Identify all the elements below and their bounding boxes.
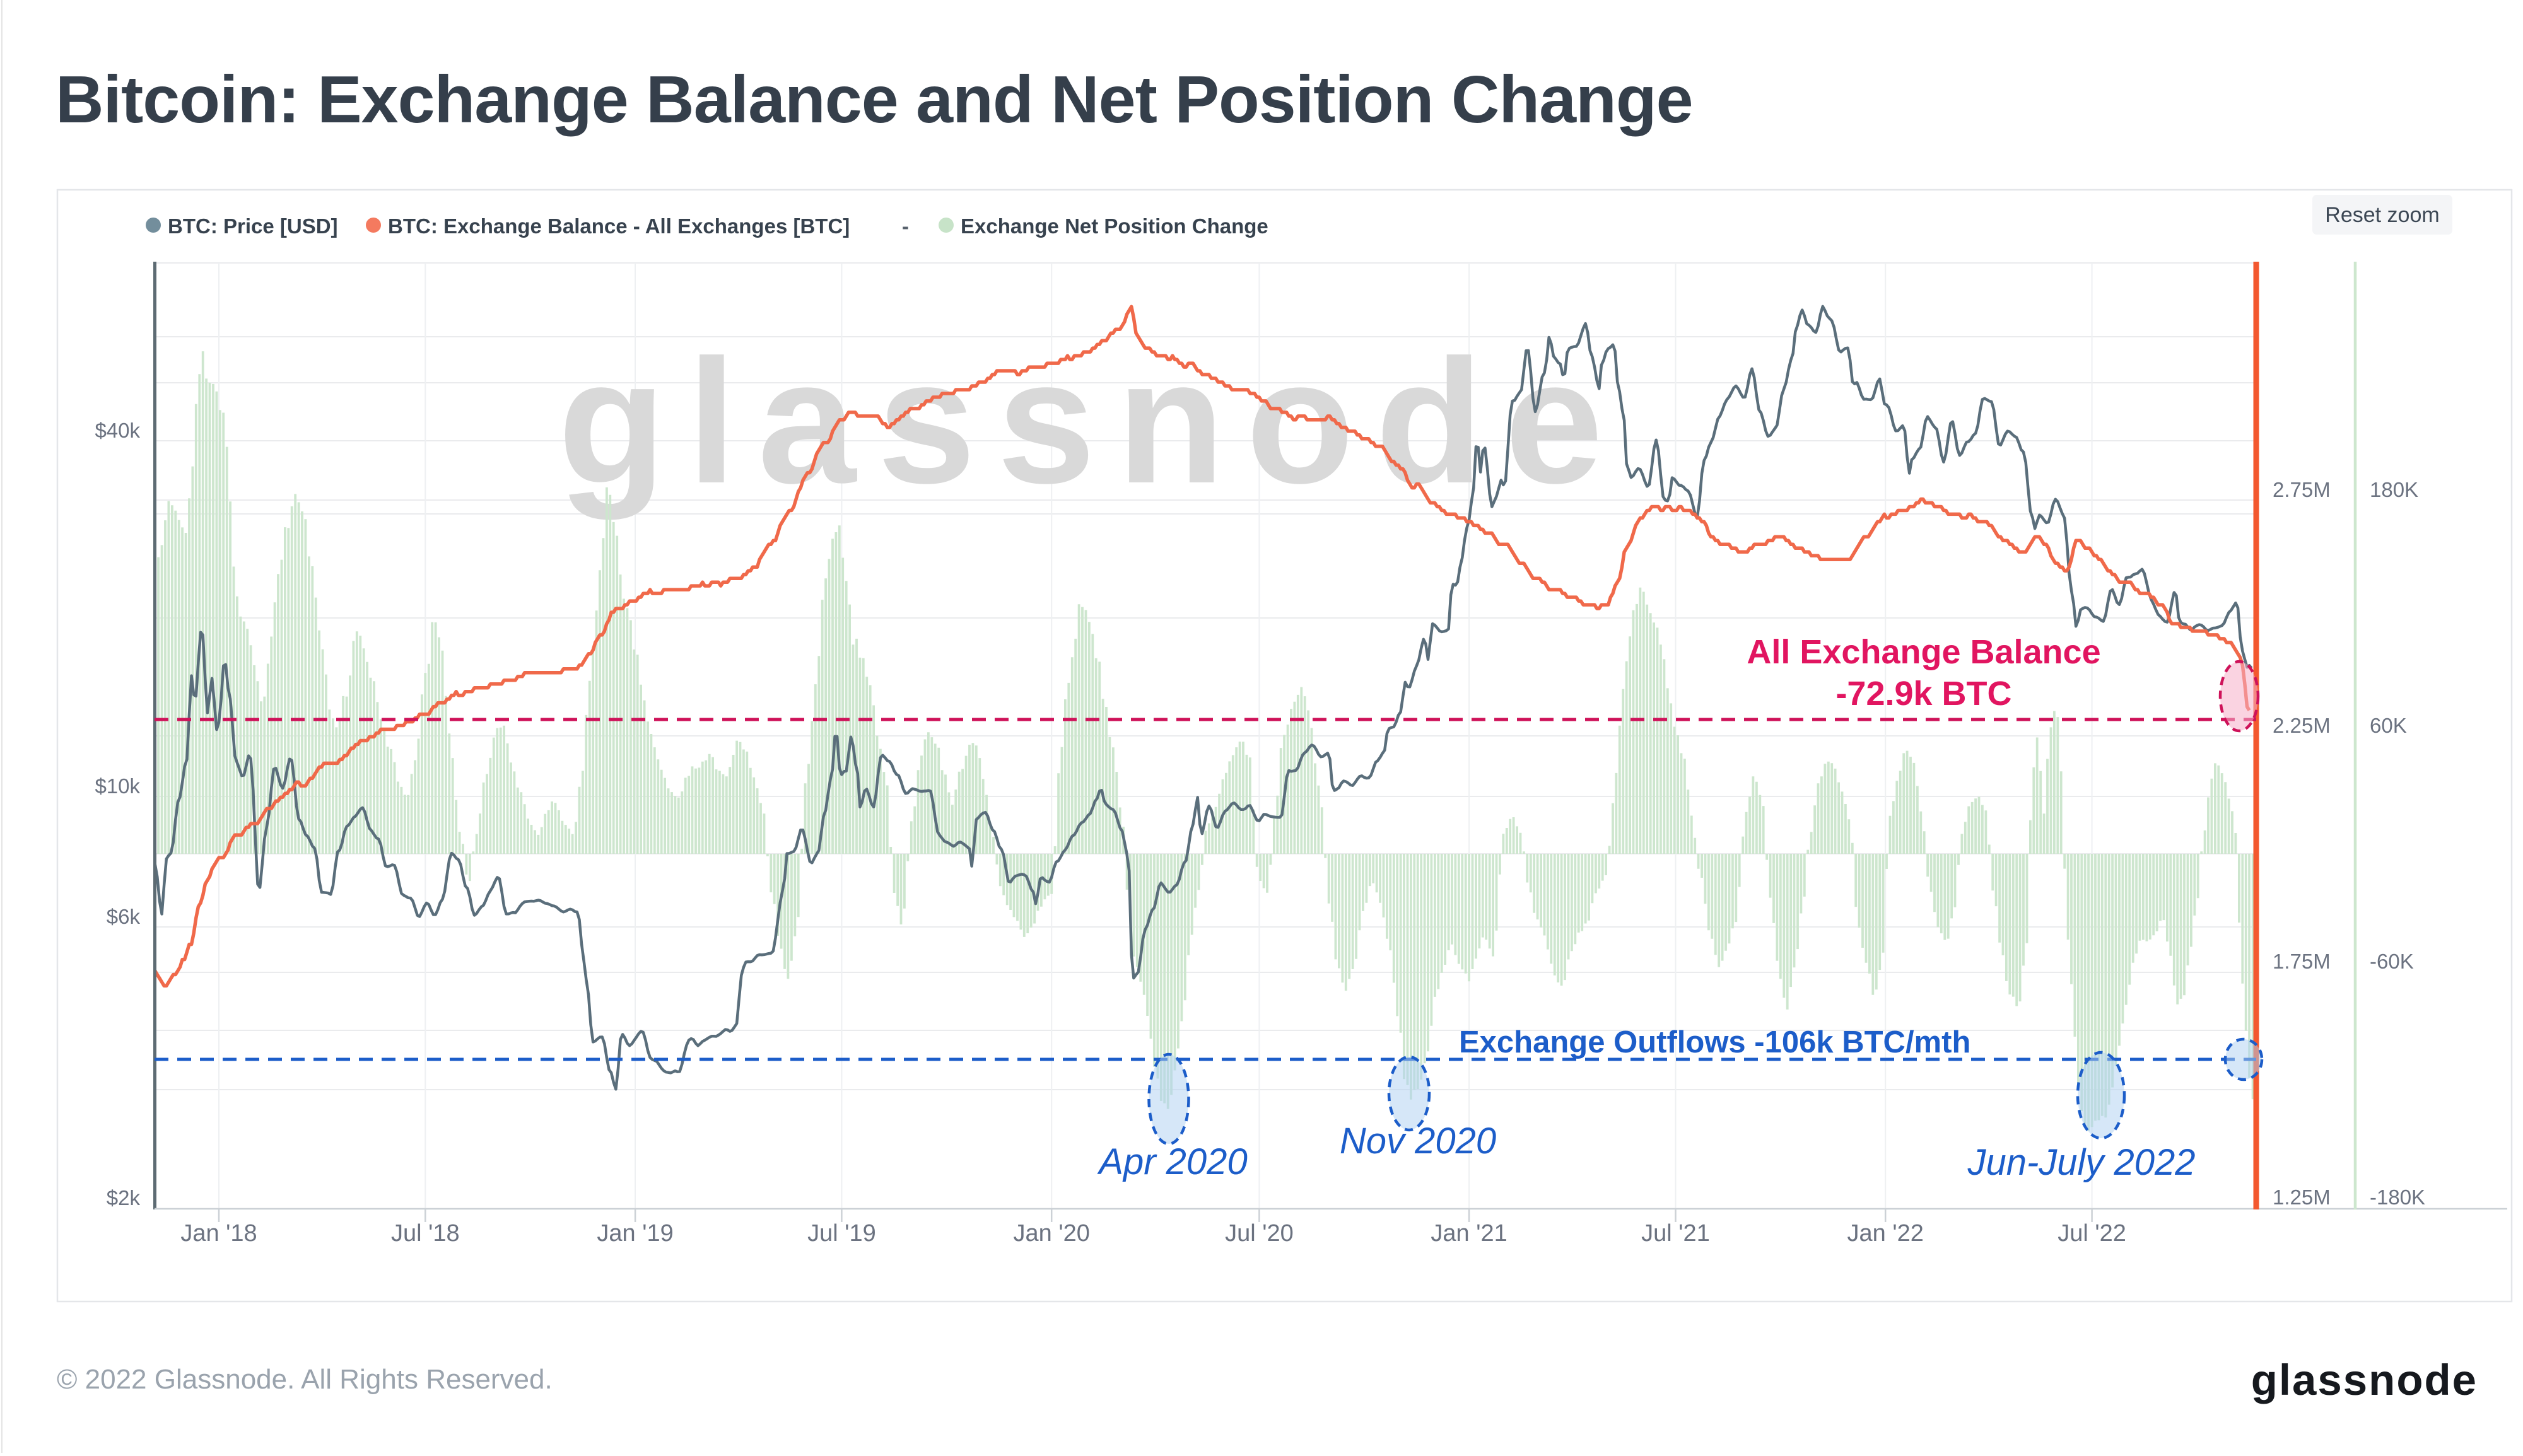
svg-text:Jan '22: Jan '22: [1847, 1220, 1924, 1247]
svg-text:Jan '18: Jan '18: [180, 1220, 257, 1247]
svg-text:60K: 60K: [2370, 714, 2407, 737]
svg-text:glassnode: glassnode: [2251, 1356, 2478, 1404]
svg-text:-: -: [902, 214, 909, 238]
svg-text:Jun-July 2022: Jun-July 2022: [1967, 1142, 2195, 1183]
svg-text:2.25M: 2.25M: [2273, 714, 2331, 737]
svg-text:2.75M: 2.75M: [2273, 478, 2331, 501]
svg-text:BTC: Exchange Balance - All Ex: BTC: Exchange Balance - All Exchanges [B…: [388, 214, 850, 238]
svg-text:Bitcoin: Exchange Balance and: Bitcoin: Exchange Balance and Net Positi…: [56, 62, 1693, 137]
svg-text:$10k: $10k: [95, 774, 140, 798]
svg-text:BTC: Price [USD]: BTC: Price [USD]: [168, 214, 338, 238]
svg-text:Jan '19: Jan '19: [597, 1220, 673, 1247]
svg-text:Jul '20: Jul '20: [1225, 1220, 1294, 1247]
svg-text:1.25M: 1.25M: [2273, 1185, 2331, 1209]
svg-text:-180K: -180K: [2370, 1185, 2425, 1209]
svg-text:1.75M: 1.75M: [2273, 950, 2331, 973]
svg-text:Apr 2020: Apr 2020: [1097, 1141, 1247, 1182]
svg-text:Jul '22: Jul '22: [2058, 1220, 2126, 1247]
svg-text:All Exchange Balance: All Exchange Balance: [1747, 633, 2100, 671]
svg-text:Jul '21: Jul '21: [1641, 1220, 1710, 1247]
svg-text:Reset zoom: Reset zoom: [2325, 203, 2439, 227]
svg-text:Jan '21: Jan '21: [1431, 1220, 1507, 1247]
svg-text:$2k: $2k: [107, 1186, 141, 1209]
svg-text:$6k: $6k: [107, 905, 141, 928]
svg-text:-60K: -60K: [2370, 950, 2414, 973]
svg-text:© 2022 Glassnode. All Rights R: © 2022 Glassnode. All Rights Reserved.: [57, 1364, 553, 1395]
svg-text:Exchange Net Position Change: Exchange Net Position Change: [961, 214, 1268, 238]
svg-text:180K: 180K: [2370, 478, 2418, 501]
svg-text:Jul '19: Jul '19: [807, 1220, 876, 1247]
svg-text:Exchange Outflows -106k BTC/mt: Exchange Outflows -106k BTC/mth: [1459, 1025, 1970, 1059]
svg-text:Jan '20: Jan '20: [1014, 1220, 1090, 1247]
svg-text:Jul '18: Jul '18: [391, 1220, 460, 1247]
svg-text:-72.9k BTC: -72.9k BTC: [1835, 675, 2011, 713]
svg-text:Nov 2020: Nov 2020: [1340, 1121, 1496, 1162]
svg-text:$40k: $40k: [95, 419, 140, 442]
